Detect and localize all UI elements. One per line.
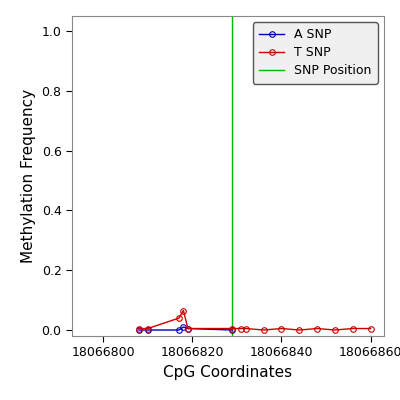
- Y-axis label: Methylation Frequency: Methylation Frequency: [21, 89, 36, 263]
- X-axis label: CpG Coordinates: CpG Coordinates: [164, 365, 292, 380]
- Legend: A SNP, T SNP, SNP Position: A SNP, T SNP, SNP Position: [253, 22, 378, 84]
